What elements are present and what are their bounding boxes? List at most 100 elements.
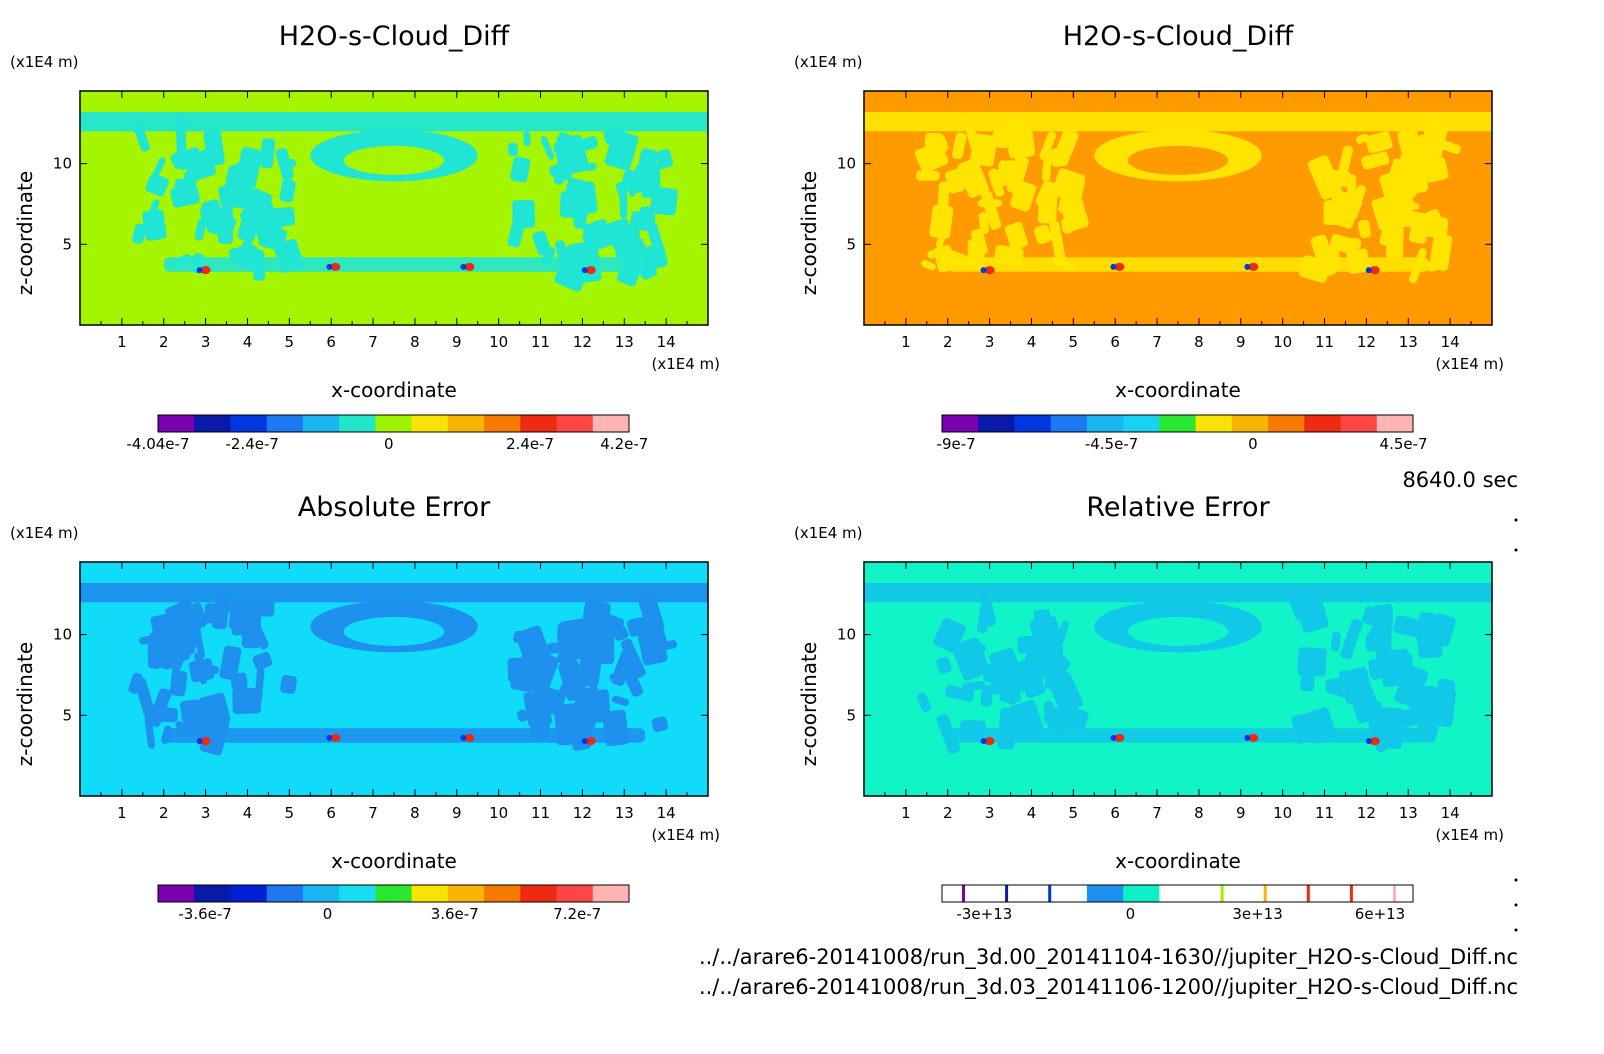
- colorbar-segment: [1159, 885, 1197, 902]
- pattern-stripe: [132, 223, 147, 244]
- colorbar-segment: [1268, 415, 1305, 432]
- z-tick-label: 10: [837, 626, 856, 644]
- pattern-stripe: [176, 608, 189, 622]
- colorbar-segment: [1268, 885, 1305, 902]
- pattern-stripe: [279, 159, 297, 169]
- pattern-stripe: [962, 680, 986, 692]
- pattern-stripe: [1046, 620, 1063, 649]
- pattern-stripe: [655, 652, 665, 663]
- pattern-stripe: [627, 615, 658, 637]
- colorbar-segment: [1231, 885, 1269, 902]
- pattern-stripe: [562, 177, 596, 211]
- pattern-stripe: [269, 206, 295, 228]
- pattern-stripe: [273, 225, 282, 234]
- colorbar-segment: [158, 885, 195, 902]
- pattern-stripe: [1330, 632, 1341, 652]
- x-tick-label: 3: [985, 804, 995, 822]
- pattern-stripe: [219, 645, 242, 681]
- x-tick-label: 3: [985, 333, 995, 351]
- hotspot: [464, 262, 475, 271]
- z-unit-label: (x1E4 m): [794, 53, 863, 71]
- pattern-stripe: [589, 689, 611, 723]
- hotspot: [1110, 263, 1117, 270]
- pattern-stripe: [637, 148, 657, 174]
- pattern-stripe: [1286, 583, 1321, 621]
- pattern-stripe: [916, 692, 932, 713]
- pattern-stripe: [1037, 188, 1058, 224]
- hotspot: [1244, 734, 1251, 741]
- pattern-stripe: [1307, 155, 1342, 200]
- pattern-stripe: [613, 626, 629, 641]
- colorbar-segment: [1231, 415, 1269, 432]
- pattern-stripe: [145, 173, 169, 197]
- pattern-center-inner: [343, 616, 445, 646]
- marker-dot: [1514, 878, 1518, 882]
- colorbar-frame: [941, 884, 1414, 903]
- x-tick-label: 9: [1236, 333, 1246, 351]
- colorbar-segment: [1376, 415, 1414, 432]
- pattern-stripe: [211, 592, 230, 630]
- pattern-stripe: [521, 653, 535, 675]
- pattern-stripe: [523, 671, 546, 683]
- colorbar-label: 0: [384, 435, 394, 453]
- pattern-stripe: [957, 158, 989, 198]
- pattern-stripe: [1394, 708, 1422, 727]
- x-axis-title: x-coordinate: [1115, 849, 1241, 873]
- pattern-stripe: [998, 652, 1022, 679]
- x-tick-label: 1: [901, 333, 911, 351]
- pattern-stripe: [232, 688, 262, 714]
- colorbar-frame: [157, 414, 630, 433]
- x-tick-label: 7: [1152, 333, 1162, 351]
- hotspot: [1248, 262, 1259, 271]
- colorbar-marker: [1263, 885, 1267, 902]
- pattern-stripe: [1325, 676, 1349, 692]
- hotspot: [460, 263, 467, 270]
- z-tick-label: 5: [846, 706, 856, 724]
- hotspot: [585, 266, 596, 275]
- colorbar-label: 4.2e-7: [600, 435, 648, 453]
- x-unit-label: (x1E4 m): [1435, 355, 1504, 373]
- chart-title: Relative Error: [1086, 492, 1270, 523]
- pattern-stripe: [598, 612, 625, 631]
- colorbar-label: -3e+13: [956, 905, 1012, 923]
- colorbar-segment: [520, 415, 558, 432]
- colorbar-segment: [978, 885, 1015, 902]
- heatmap-field: [864, 562, 1492, 796]
- z-axis-title: z-coordinate: [13, 171, 37, 295]
- colorbar-segment: [194, 415, 231, 432]
- hotspot: [196, 738, 203, 745]
- colorbar-segment: [1340, 885, 1378, 902]
- colorbar-label: 0: [323, 905, 333, 923]
- pattern-stripe: [978, 212, 989, 235]
- colorbar-segment: [592, 885, 630, 902]
- x-tick-label: 13: [1399, 333, 1418, 351]
- hotspot: [326, 734, 333, 741]
- hotspot: [330, 262, 341, 271]
- hotspot: [1110, 734, 1117, 741]
- pattern-stripe: [933, 617, 966, 653]
- x-tick-label: 12: [1357, 333, 1376, 351]
- colorbar-segment: [411, 415, 449, 432]
- marker-dot: [1514, 903, 1518, 907]
- pattern-stripe: [1389, 172, 1417, 200]
- x-tick-label: 9: [452, 804, 462, 822]
- x-tick-label: 13: [615, 804, 634, 822]
- x-tick-label: 5: [285, 804, 295, 822]
- z-unit-label: (x1E4 m): [10, 53, 79, 71]
- colorbar-marker: [1220, 885, 1224, 902]
- x-tick-label: 10: [1273, 804, 1292, 822]
- pattern-stripe: [206, 210, 237, 240]
- pattern-stripe: [150, 612, 184, 653]
- pattern-stripe: [234, 146, 263, 189]
- pattern-stripe: [153, 157, 166, 178]
- x-tick-label: 12: [573, 804, 592, 822]
- x-tick-label: 3: [201, 804, 211, 822]
- pattern-stripe: [952, 132, 967, 160]
- pattern-stripe: [1335, 145, 1354, 186]
- x-tick-label: 11: [1315, 804, 1334, 822]
- pattern-stripe: [611, 695, 630, 706]
- colorbar-segment: [230, 885, 268, 902]
- x-unit-label: (x1E4 m): [1435, 826, 1504, 844]
- file-path: ../../arare6-20141008/run_3d.03_20141106…: [699, 975, 1518, 1000]
- hotspot: [1369, 737, 1380, 746]
